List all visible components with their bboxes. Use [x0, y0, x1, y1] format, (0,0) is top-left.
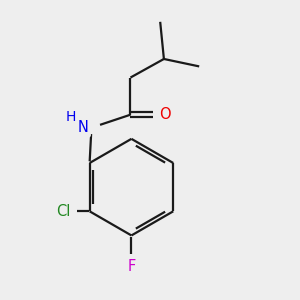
Text: O: O [159, 107, 171, 122]
Text: N: N [78, 120, 89, 135]
Text: F: F [127, 259, 136, 274]
Text: H: H [66, 110, 76, 124]
Text: Cl: Cl [56, 204, 70, 219]
